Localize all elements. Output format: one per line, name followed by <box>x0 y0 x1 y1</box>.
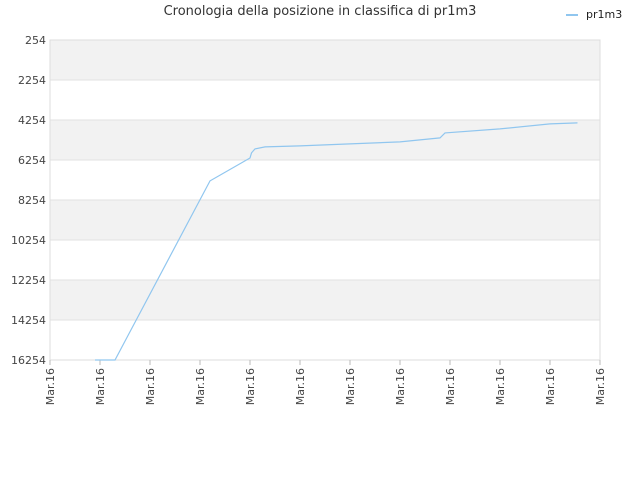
y-tick-label: 10254 <box>11 234 46 247</box>
y-tick-label: 254 <box>25 34 46 47</box>
x-tick-label: Mar.16 <box>594 368 607 405</box>
y-tick-label: 8254 <box>18 194 46 207</box>
x-tick-label: Mar.16 <box>194 368 207 405</box>
x-tick-label: Mar.16 <box>244 368 257 405</box>
x-tick-label: Mar.16 <box>94 368 107 405</box>
y-tick-label: 4254 <box>18 114 46 127</box>
plot-frame <box>49 39 601 361</box>
x-tick-label: Mar.16 <box>144 368 157 405</box>
y-tick-label: 16254 <box>11 354 46 367</box>
y-tick-label: 12254 <box>11 274 46 287</box>
chart-title: Cronologia della posizione in classifica… <box>163 4 477 19</box>
x-tick-label: Mar.16 <box>494 368 507 405</box>
x-tick-label: Mar.16 <box>394 368 407 405</box>
grid-band <box>50 40 600 80</box>
y-tick-label: 6254 <box>18 154 46 167</box>
legend-label: pr1m3 <box>586 8 623 21</box>
grid-band <box>50 160 600 200</box>
y-tick-label: 14254 <box>11 314 46 327</box>
legend: pr1m3 <box>566 8 622 21</box>
grid-band <box>50 80 600 120</box>
legend-swatch <box>566 13 578 16</box>
grid-band <box>50 200 600 240</box>
grid-band <box>50 240 600 280</box>
grid-band <box>50 280 600 320</box>
x-tick-label: Mar.16 <box>444 368 457 405</box>
grid-band <box>50 120 600 160</box>
x-tick-label: Mar.16 <box>44 368 57 405</box>
grid-band <box>50 320 600 360</box>
y-tick-label: 2254 <box>18 74 46 87</box>
x-tick-label: Mar.16 <box>544 368 557 405</box>
series-line-pr1m3 <box>95 122 578 361</box>
x-tick-label: Mar.16 <box>294 368 307 405</box>
x-tick-label: Mar.16 <box>344 368 357 405</box>
